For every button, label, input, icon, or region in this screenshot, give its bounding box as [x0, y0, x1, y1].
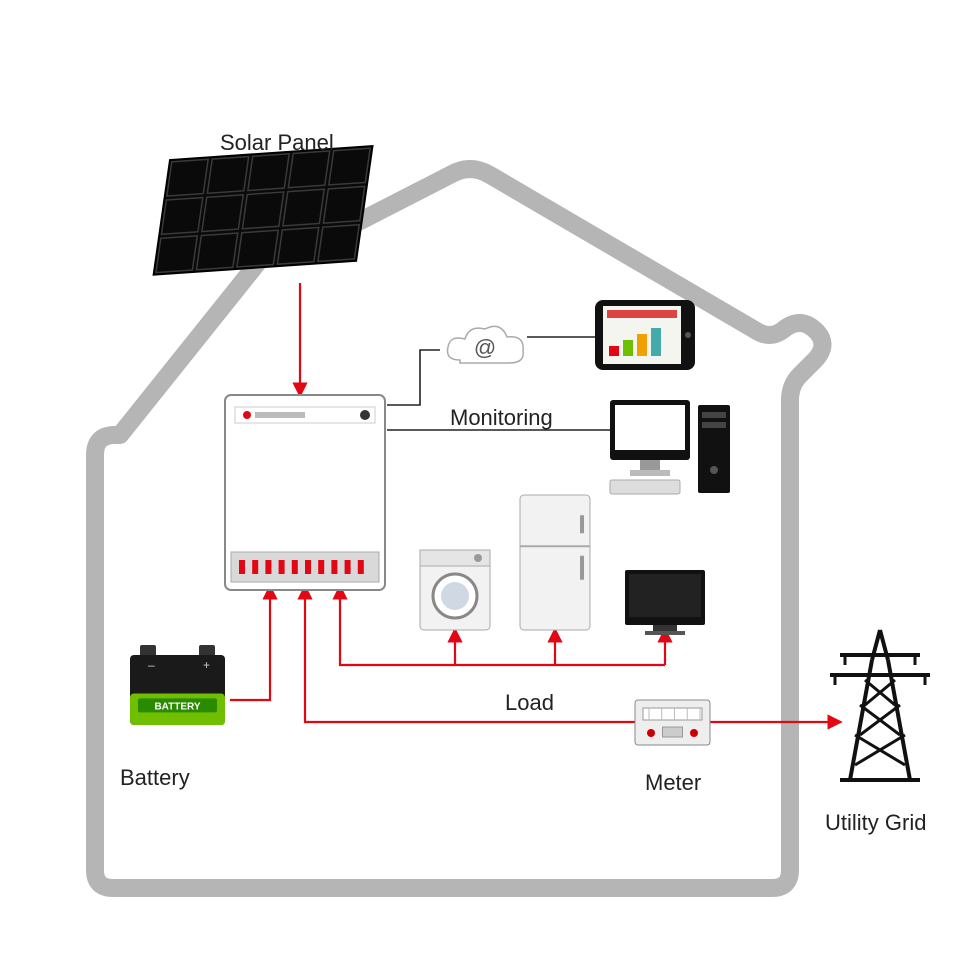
tablet-icon [595, 300, 695, 370]
desktop-pc-icon [610, 400, 730, 494]
meter-icon [635, 700, 710, 745]
solar-system-diagram: BATTERY – + @ [0, 0, 960, 960]
battery-label: Battery [120, 765, 190, 791]
battery-icon: BATTERY – + [130, 645, 225, 725]
load-label: Load [505, 690, 554, 716]
solar-panel-icon [154, 146, 373, 275]
svg-text:BATTERY: BATTERY [154, 701, 200, 712]
washing-machine-icon [420, 550, 490, 630]
refrigerator-icon [520, 495, 590, 630]
solar-panel-label: Solar Panel [220, 130, 334, 156]
house-outline [95, 169, 823, 888]
svg-text:+: + [203, 658, 210, 672]
meter-label: Meter [645, 770, 701, 796]
svg-text:@: @ [474, 335, 496, 360]
utility-grid-tower-icon [830, 630, 930, 780]
cloud-icon: @ [448, 326, 524, 363]
tv-icon [625, 570, 705, 635]
utility-grid-label: Utility Grid [825, 810, 926, 836]
monitoring-label: Monitoring [450, 405, 553, 431]
inverter-icon [225, 395, 385, 590]
svg-text:–: – [148, 658, 155, 672]
